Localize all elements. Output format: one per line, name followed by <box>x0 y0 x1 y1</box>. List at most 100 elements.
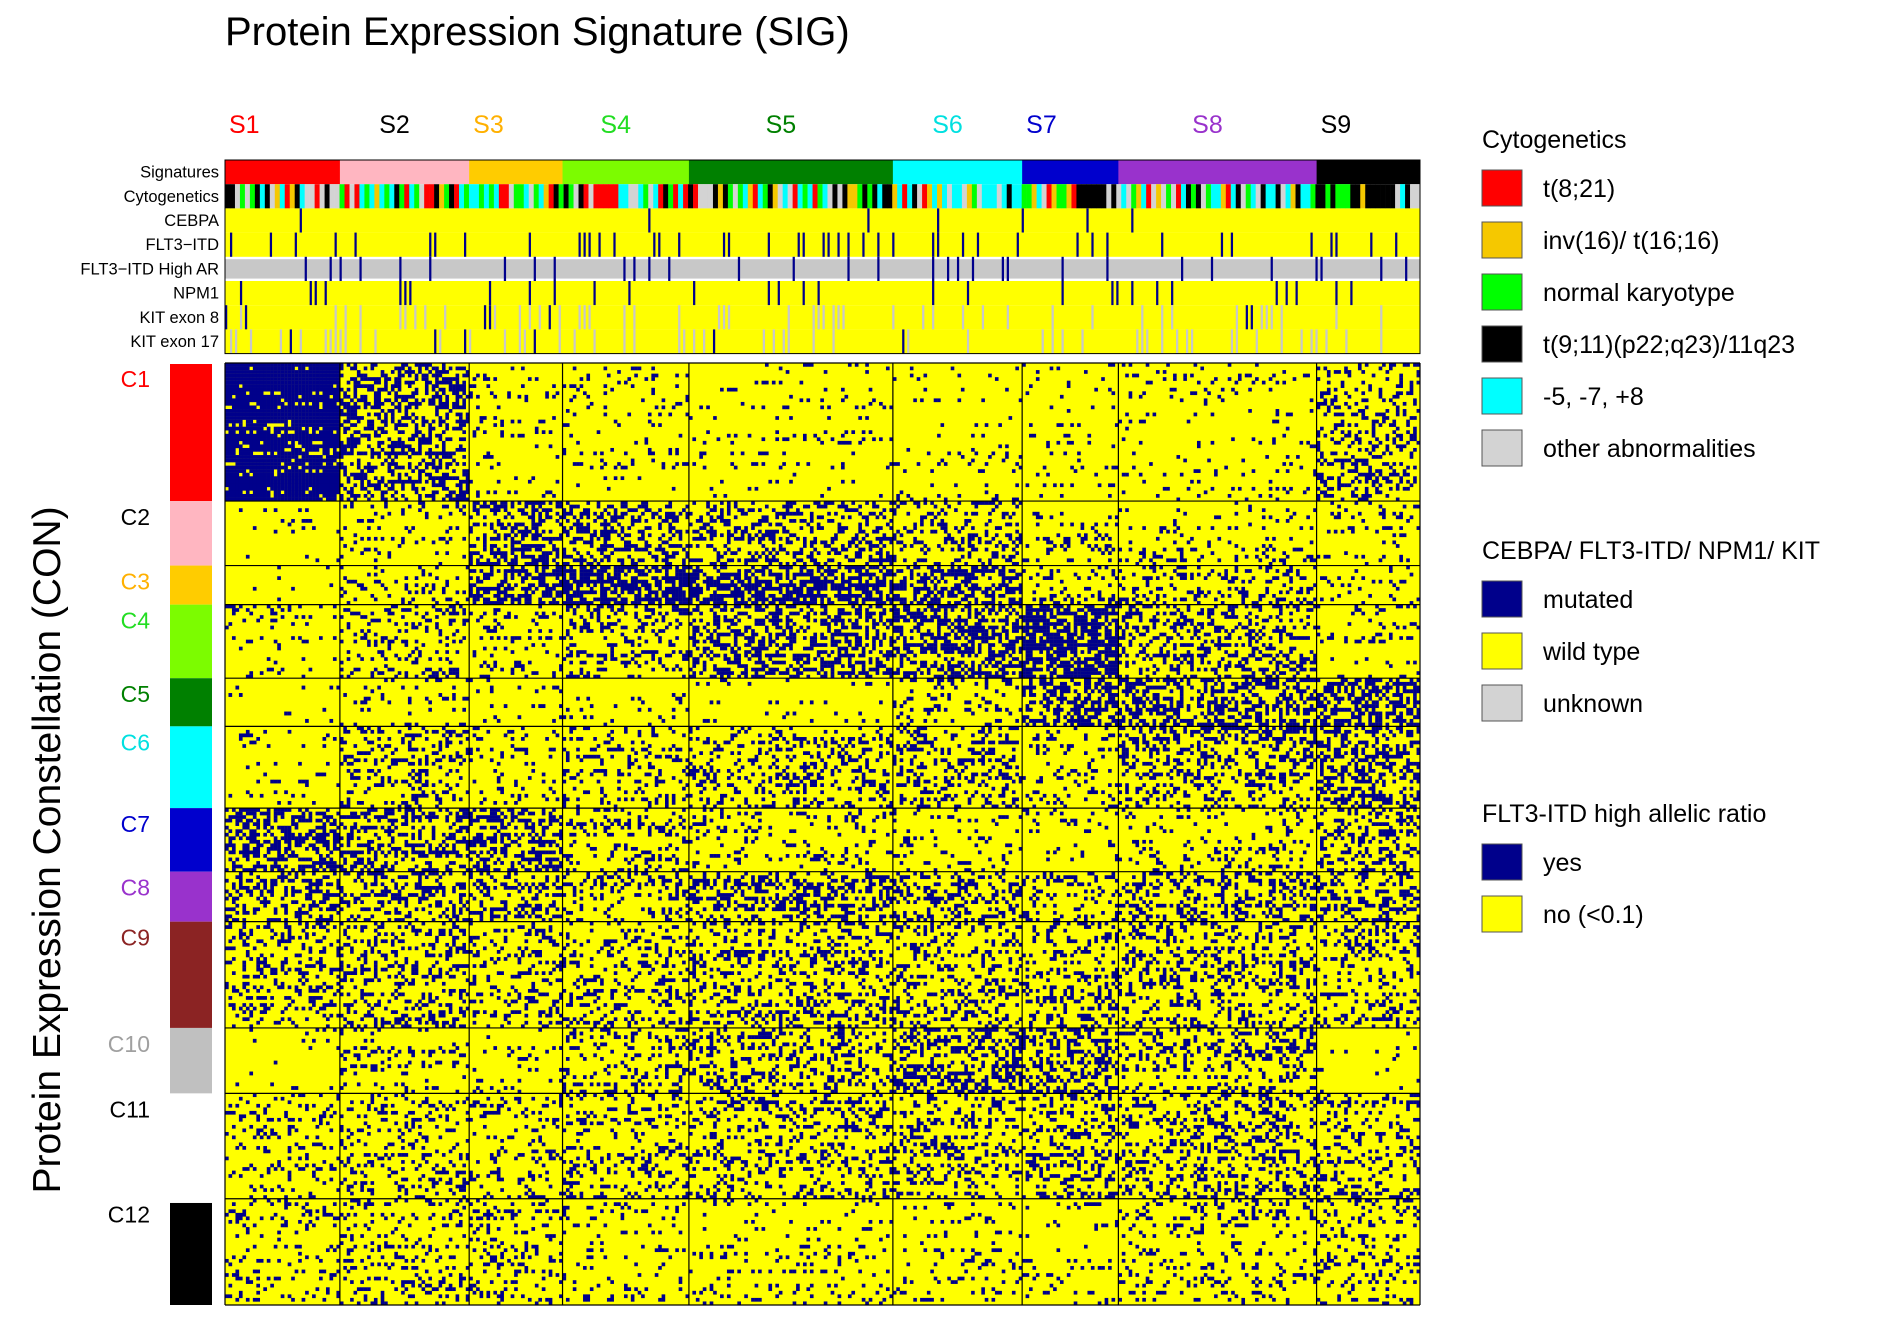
heatmap-cell <box>325 493 330 498</box>
heatmap-cell <box>315 465 320 470</box>
heatmap-cell <box>277 377 281 381</box>
heatmap-cell <box>1173 522 1177 527</box>
heatmap-cell <box>534 426 539 431</box>
cytogenetics-stripe <box>996 184 1003 209</box>
heatmap-cell <box>336 437 341 442</box>
heatmap-cell <box>277 384 281 388</box>
heatmap-cell <box>367 444 371 449</box>
heatmap-cell <box>1347 430 1352 435</box>
heatmap-cell <box>356 462 361 466</box>
heatmap-cell <box>245 451 250 456</box>
heatmap-cell <box>603 565 608 570</box>
heatmap-cell <box>308 409 313 413</box>
heatmap-cell <box>1114 423 1119 427</box>
heatmap-cell <box>984 547 989 552</box>
heatmap-cell <box>319 380 323 385</box>
heatmap-cell <box>545 490 549 495</box>
heatmap-cell <box>394 405 398 410</box>
heatmap-cell <box>329 483 334 488</box>
heatmap-cell <box>844 430 849 435</box>
heatmap-cell <box>823 544 828 548</box>
heatmap-cell <box>647 419 652 424</box>
heatmap-cell <box>572 536 577 541</box>
heatmap-cell <box>294 493 299 498</box>
heatmap-cell <box>500 501 504 505</box>
heatmap-cell <box>957 547 962 552</box>
heatmap-cell <box>1368 469 1372 473</box>
mutation-mark <box>1280 329 1283 354</box>
heatmap-cell <box>319 433 323 438</box>
heatmap-cell <box>270 384 274 388</box>
heatmap-cell <box>521 551 525 556</box>
heatmap-cell <box>889 462 894 466</box>
heatmap-cell <box>699 518 703 523</box>
cytogenetics-stripe <box>1285 184 1291 209</box>
mutation-mark <box>1270 256 1273 281</box>
heatmap-cell <box>245 380 250 385</box>
heatmap-cell <box>562 551 567 556</box>
heatmap-cell <box>950 536 955 541</box>
heatmap-cell <box>1361 493 1366 498</box>
heatmap-cell <box>1364 497 1369 502</box>
heatmap-cell <box>1368 387 1372 392</box>
heatmap-cell <box>991 508 996 513</box>
heatmap-cell <box>377 387 381 392</box>
cytogenetics-stripe <box>523 184 530 209</box>
heatmap-cell <box>336 430 341 435</box>
heatmap-cell <box>778 366 783 371</box>
heatmap-cell <box>634 576 638 580</box>
heatmap-cell <box>336 363 341 367</box>
heatmap-cell <box>489 569 494 573</box>
mutation-mark <box>1320 256 1323 281</box>
heatmap-cell <box>713 493 717 498</box>
heatmap-cell <box>552 384 556 388</box>
heatmap-cell <box>308 380 313 385</box>
heatmap-cell <box>325 458 330 463</box>
heatmap-cell <box>329 416 334 420</box>
annotation-row-label: FLT3−ITD <box>145 236 219 254</box>
signature-label-s2: S2 <box>379 111 410 139</box>
heatmap-cell <box>431 419 436 424</box>
heatmap-cell <box>284 409 288 413</box>
heatmap-cell <box>424 437 429 442</box>
heatmap-cell <box>256 483 261 488</box>
heatmap-cell <box>397 366 402 371</box>
heatmap-cell <box>751 536 755 541</box>
heatmap-cell <box>569 540 573 545</box>
heatmap-cell <box>350 451 354 456</box>
heatmap-cell <box>682 558 686 563</box>
heatmap-cell <box>510 593 515 598</box>
heatmap-cell <box>367 526 371 530</box>
heatmap-cell <box>627 412 632 417</box>
heatmap-cell <box>421 569 426 573</box>
heatmap-cell <box>658 526 662 530</box>
heatmap-cell <box>1375 486 1379 491</box>
heatmap-cell <box>1320 490 1324 495</box>
heatmap-cell <box>287 380 292 385</box>
heatmap-cell <box>256 426 261 431</box>
heatmap-cell <box>1066 433 1071 438</box>
heatmap-cell <box>458 508 463 513</box>
heatmap-cell <box>600 522 604 527</box>
heatmap-cell <box>377 579 381 584</box>
heatmap-cell <box>225 401 229 406</box>
heatmap-cell <box>277 370 281 374</box>
heatmap-cell <box>284 398 288 403</box>
cytogenetics-stripe <box>329 184 335 209</box>
heatmap-cell <box>782 526 786 530</box>
heatmap-cell <box>726 511 731 516</box>
heatmap-cell <box>785 561 790 566</box>
mutation-mark <box>1335 305 1338 330</box>
heatmap-cell <box>926 451 931 456</box>
heatmap-cell <box>325 387 330 392</box>
heatmap-cell <box>562 554 567 559</box>
heatmap-cell <box>1357 447 1362 452</box>
heatmap-cell <box>280 465 285 470</box>
heatmap-cell <box>1392 423 1397 427</box>
heatmap-cell <box>287 483 292 488</box>
heatmap-cell <box>270 455 274 459</box>
heatmap-cell <box>644 437 649 442</box>
heatmap-cell <box>325 394 330 399</box>
heatmap-cell <box>1101 551 1105 556</box>
heatmap-cell <box>263 423 267 427</box>
